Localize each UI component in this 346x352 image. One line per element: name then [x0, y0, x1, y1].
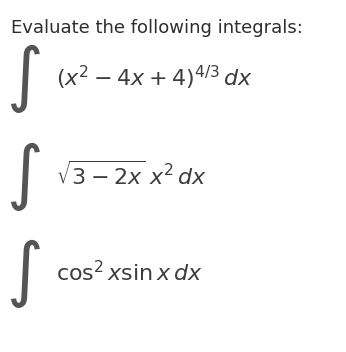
Text: $\int$: $\int$ [6, 139, 40, 213]
Text: Evaluate the following integrals:: Evaluate the following integrals: [11, 19, 303, 37]
Text: $\cos^2 x \sin x\, dx$: $\cos^2 x \sin x\, dx$ [56, 261, 202, 287]
Text: $\int$: $\int$ [6, 42, 40, 115]
Text: $\sqrt{3 - 2x}\; x^2\, dx$: $\sqrt{3 - 2x}\; x^2\, dx$ [56, 162, 207, 190]
Text: $\int$: $\int$ [6, 237, 40, 310]
Text: $(x^2 - 4x + 4)^{4/3}\, dx$: $(x^2 - 4x + 4)^{4/3}\, dx$ [56, 64, 253, 92]
